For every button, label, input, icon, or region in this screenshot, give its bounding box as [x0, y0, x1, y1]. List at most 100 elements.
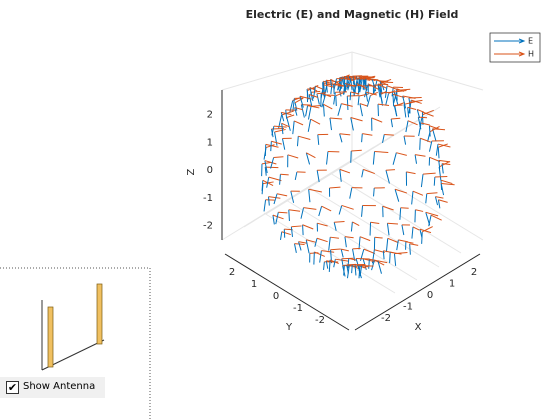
field-arrow [392, 94, 395, 107]
field-arrow [270, 157, 275, 169]
field-arrow [342, 83, 346, 95]
field-arrow [394, 89, 407, 93]
field-arrow [378, 84, 387, 89]
field-arrow [441, 163, 444, 174]
field-arrow [349, 187, 353, 199]
field-arrow [265, 143, 279, 148]
field-arrow [434, 175, 448, 178]
field-arrow [372, 151, 376, 165]
field-arrow [394, 251, 408, 255]
field-arrow [323, 84, 335, 88]
show-antenna-checkbox[interactable]: ✔ [6, 381, 19, 394]
y-tick-label: -2 [315, 315, 325, 326]
field-arrow [316, 237, 328, 243]
field-arrow [417, 109, 425, 113]
field-arrow [435, 196, 444, 199]
field-arrow [334, 221, 345, 223]
field-arrow [314, 251, 325, 257]
field-arrow [321, 92, 332, 98]
field-arrow [392, 152, 397, 165]
field-arrow [292, 120, 295, 135]
field-arrow [377, 260, 388, 264]
field-arrow [278, 211, 288, 214]
field-arrow [416, 109, 421, 119]
field-arrow [401, 224, 405, 236]
field-arrow [294, 171, 298, 181]
field-arrow [384, 133, 394, 136]
field-arrow [386, 223, 390, 236]
field-arrow [281, 122, 290, 128]
field-arrow [302, 224, 314, 230]
field-arrow [272, 214, 284, 220]
field-arrow [323, 103, 333, 110]
x-tick-label: 0 [427, 290, 433, 301]
field-arrow [341, 248, 349, 252]
field-arrow [385, 93, 390, 106]
field-arrow [385, 169, 396, 171]
field-arrow [302, 224, 304, 236]
field-arrow [314, 238, 318, 247]
field-arrow [341, 204, 354, 210]
field-arrow [393, 105, 398, 117]
z-tick-label: -2 [203, 221, 213, 232]
field-arrow [264, 160, 268, 174]
field-arrow [405, 241, 414, 244]
field-arrow [394, 189, 400, 202]
z-tick-label: -1 [203, 193, 213, 204]
field-arrow [380, 78, 392, 84]
field-arrow [354, 264, 357, 276]
field-arrow [329, 117, 332, 131]
checkbox-label[interactable]: Show Antenna [23, 381, 96, 392]
field-arrow [419, 138, 421, 150]
field-arrow [402, 95, 416, 99]
field-arrow [380, 91, 394, 94]
field-arrow [261, 180, 264, 191]
y-tick-label: 1 [251, 279, 257, 290]
field-arrow [415, 209, 424, 212]
field-arrow [426, 192, 438, 195]
field-arrow [268, 176, 282, 182]
field-arrow [356, 257, 370, 260]
field-arrow [393, 91, 399, 106]
field-arrow [308, 94, 313, 107]
field-arrow [371, 79, 377, 92]
field-arrow [359, 265, 363, 277]
axis-lines [221, 90, 481, 331]
field-arrow [387, 237, 399, 243]
field-arrow [309, 86, 318, 92]
legend-arrowhead [518, 38, 526, 44]
field-arrow [352, 247, 361, 250]
field-arrow [291, 225, 302, 228]
field-arrow [429, 125, 440, 130]
field-arrow [407, 106, 417, 111]
field-arrow [281, 123, 284, 135]
field-arrow [333, 83, 345, 87]
field-arrow [349, 91, 352, 101]
field-arrow [330, 248, 341, 251]
field-arrow [286, 114, 295, 119]
field-arrow [351, 264, 353, 274]
field-arrow [365, 91, 377, 96]
y-tick-label: 0 [273, 291, 279, 302]
field-arrow [405, 120, 409, 133]
field-arrow [389, 252, 391, 264]
field-arrow [350, 221, 353, 232]
field-arrow [337, 103, 342, 116]
field-arrow [390, 118, 393, 128]
field-arrow [425, 193, 428, 204]
field-arrow [421, 231, 423, 244]
legend-label: H [528, 50, 534, 59]
field-arrow [406, 171, 416, 175]
field-arrow [361, 205, 364, 217]
field-arrow [345, 84, 358, 87]
field-arrow [411, 226, 414, 239]
legend-arrowhead [518, 51, 526, 57]
field-arrow [412, 190, 424, 196]
title: Electric (E) and Magnetic (H) Field [246, 8, 459, 21]
field-arrow [271, 140, 282, 145]
field-arrow [329, 117, 343, 120]
field-arrow [266, 177, 270, 188]
field-arrow [276, 193, 288, 197]
field-arrow [326, 151, 329, 165]
field-arrow [363, 168, 375, 175]
